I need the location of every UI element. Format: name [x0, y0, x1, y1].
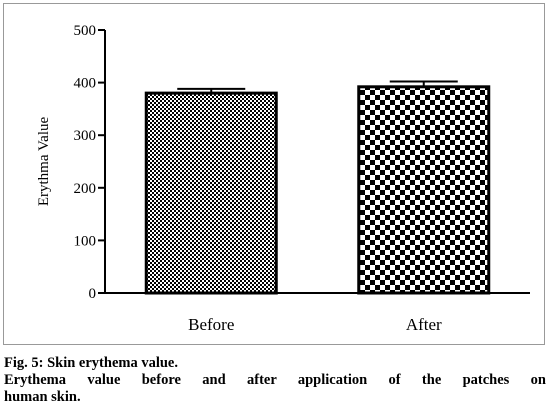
bar-before [144, 91, 278, 295]
y-tick-label: 500 [74, 23, 97, 39]
y-tick-label: 300 [74, 128, 97, 144]
y-tick-label: 0 [89, 286, 97, 302]
figure-caption: Fig. 5: Skin erythema value. Erythema va… [4, 355, 546, 406]
caption-figure-label: Fig. 5: Skin erythema value. [4, 355, 178, 371]
bar-after [357, 85, 491, 295]
caption-description-line-2: human skin. [4, 389, 81, 405]
y-tick-label: 100 [74, 233, 97, 249]
x-tick-label-before: Before [188, 315, 234, 334]
y-axis-title: Erythma Value [36, 117, 52, 207]
caption-description-line-1: Erythema value before and after applicat… [4, 372, 546, 388]
y-tick-label: 200 [74, 181, 97, 197]
bar-chart: 0 100 200 300 400 500 Before After Erythma Val… [36, 23, 530, 334]
y-tick-label: 400 [74, 76, 97, 92]
x-tick-label-after: After [406, 315, 442, 334]
figure-frame [3, 3, 545, 345]
